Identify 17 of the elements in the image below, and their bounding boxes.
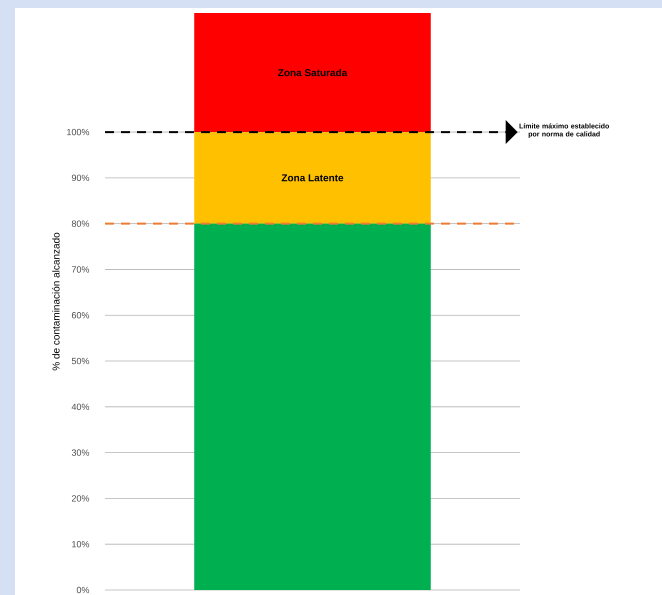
bar xyxy=(194,13,431,132)
y-tick-label: 20% xyxy=(72,495,90,502)
y-axis-title: % de contaminación alcanzado xyxy=(52,232,60,370)
annotation: Zona Latente xyxy=(282,174,344,182)
bar xyxy=(194,132,431,224)
y-tick-label: 10% xyxy=(72,541,90,548)
y-tick-label: 70% xyxy=(72,266,90,273)
y-tick-label: 60% xyxy=(72,312,90,318)
y-tick-label: 0% xyxy=(76,586,90,594)
bar xyxy=(194,224,431,590)
y-tick-label: 50% xyxy=(72,358,90,364)
y-tick-label: 40% xyxy=(72,404,90,410)
y-tick-label: 80% xyxy=(72,220,90,227)
annotation: Zona Saturada xyxy=(278,68,348,76)
y-tick-label: 90% xyxy=(72,174,90,182)
y-tick-label: 30% xyxy=(72,449,90,456)
y-tick-label: 100% xyxy=(67,128,90,136)
